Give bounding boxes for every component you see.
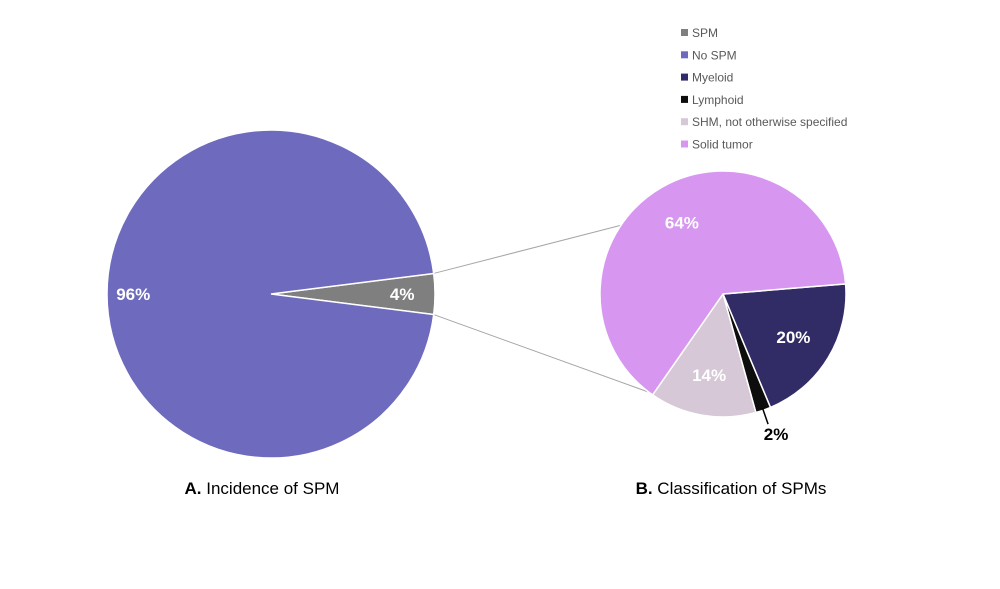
connector-line-top — [433, 224, 622, 274]
pie-chart-classification: 20% 2% 14% 64% — [599, 170, 847, 444]
legend-swatch — [681, 140, 688, 148]
legend-swatch — [681, 29, 688, 36]
legend-label: No SPM — [692, 48, 737, 62]
connector-line-bottom — [433, 314, 650, 393]
data-label-myeloid: 20% — [776, 328, 810, 347]
pie-slice-shm-not-otherwise-specified — [651, 292, 757, 418]
legend: SPM No SPM Myeloid Lymphoid SHM, not otherwi… — [681, 26, 847, 152]
legend-swatch — [681, 51, 688, 59]
pie-slice-no-spm — [106, 129, 435, 459]
leader-line-lymphoid — [761, 407, 769, 425]
caption-text: Classification of SPMs — [657, 479, 826, 498]
data-label-shm-not-otherwise-specified: 14% — [692, 366, 726, 385]
legend-item-lymphoid: Lymphoid — [681, 93, 744, 107]
caption-letter: A. — [185, 479, 207, 498]
legend-item-no-spm: No SPM — [681, 48, 737, 62]
legend-label: Myeloid — [692, 71, 733, 85]
pie-slice-myeloid — [721, 283, 847, 409]
caption-incidence: A. Incidence of SPM — [185, 479, 340, 498]
legend-item-solid-tumor: Solid tumor — [681, 138, 753, 152]
legend-swatch — [681, 118, 688, 126]
data-label-no-spm: 96% — [116, 285, 150, 304]
caption-text: Incidence of SPM — [206, 479, 339, 498]
pie-chart-incidence: 4% 96% — [106, 129, 436, 459]
legend-item-shm-not-otherwise-specified: SHM, not otherwise specified — [681, 115, 847, 129]
pie-slice-solid-tumor — [599, 170, 847, 396]
legend-item-myeloid: Myeloid — [681, 71, 733, 85]
legend-label: SPM — [692, 26, 718, 40]
legend-label: SHM, not otherwise specified — [692, 115, 847, 129]
data-label-solid-tumor: 64% — [665, 214, 699, 233]
legend-label: Solid tumor — [692, 138, 753, 152]
legend-swatch — [681, 95, 688, 103]
connector-lines — [433, 224, 650, 393]
caption-letter: B. — [636, 479, 658, 498]
caption-classification: B. Classification of SPMs — [636, 479, 827, 498]
legend-item-spm: SPM — [681, 26, 718, 40]
data-label-lymphoid: 2% — [764, 425, 789, 444]
legend-label: Lymphoid — [692, 93, 744, 107]
legend-swatch — [681, 73, 688, 81]
data-label-spm: 4% — [390, 285, 415, 304]
